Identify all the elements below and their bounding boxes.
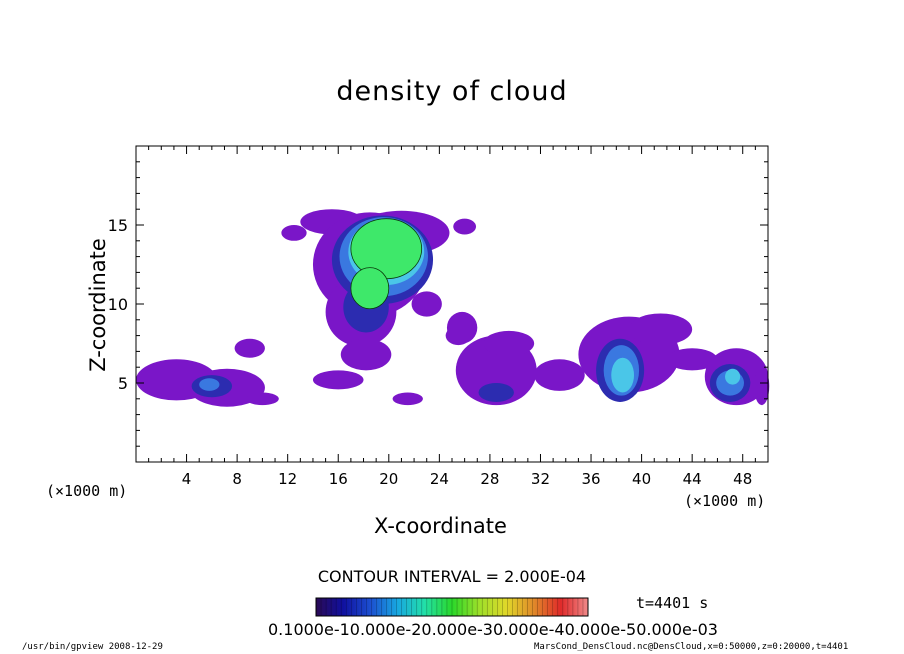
x-tick-label-28: 28 (480, 470, 499, 488)
x-unit-label-right: (×1000 m) (684, 492, 765, 510)
y-tick-label-5: 5 (118, 374, 128, 393)
cloud-cell-11 (235, 339, 265, 358)
footer-source: MarsCond_DensCloud.nc@DensCloud,x=0:5000… (534, 642, 848, 652)
cloud-cell-14 (393, 392, 423, 405)
y-axis-label: Z-coordinate (86, 238, 110, 372)
cloud-cell-38 (351, 268, 389, 309)
x-tick-label-12: 12 (278, 470, 297, 488)
cloud-cell-5 (281, 225, 306, 241)
y-tick-label-15: 15 (108, 216, 128, 235)
y-tick-label-10: 10 (108, 295, 128, 314)
x-tick-label-20: 20 (379, 470, 398, 488)
x-unit-label-left: (×1000 m) (46, 482, 127, 500)
cloud-cell-36 (725, 369, 740, 385)
cloud-cell-18 (534, 359, 585, 391)
cloud-cell-4 (341, 339, 392, 371)
cloud-cell-20 (629, 313, 692, 345)
x-tick-label-4: 4 (182, 470, 192, 488)
cloud-cell-31 (199, 378, 219, 391)
contour-interval-label: CONTOUR INTERVAL = 2.000E-04 (0, 567, 904, 586)
cloud-cell-35 (611, 358, 634, 393)
x-tick-label-16: 16 (329, 470, 348, 488)
time-label: t=4401 s (636, 594, 708, 612)
colorbar-labels: 0.1000e-10.000e-20.000e-30.000e-40.000e-… (268, 620, 718, 639)
cloud-density-field (136, 209, 769, 407)
x-tick-label-8: 8 (232, 470, 242, 488)
x-axis-label: X-coordinate (374, 514, 507, 538)
x-tick-label-32: 32 (531, 470, 550, 488)
chart-title: density of cloud (0, 76, 904, 107)
x-tick-label-44: 44 (683, 470, 702, 488)
x-tick-label-36: 36 (581, 470, 600, 488)
cloud-cell-7 (412, 291, 442, 316)
cloud-cell-15 (447, 312, 477, 344)
x-tick-label-24: 24 (430, 470, 449, 488)
x-tick-label-48: 48 (733, 470, 752, 488)
cloud-cell-17 (484, 331, 535, 356)
cloud-cell-13 (313, 370, 364, 389)
colorbar (316, 598, 588, 616)
cloud-cell-12 (246, 392, 279, 405)
footer-program: /usr/bin/gpview 2008-12-29 (22, 642, 163, 652)
x-tick-label-40: 40 (632, 470, 651, 488)
cloud-cell-23 (754, 367, 769, 405)
cloud-cell-6 (453, 219, 476, 235)
cloud-cell-27 (479, 383, 514, 402)
plot-frame (136, 146, 768, 462)
